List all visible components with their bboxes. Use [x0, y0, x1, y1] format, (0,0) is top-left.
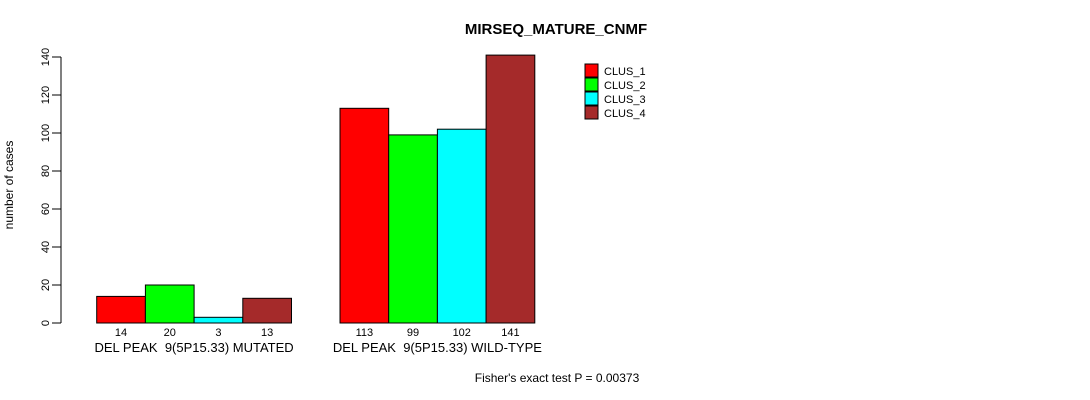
legend-swatch-clus_2 — [584, 77, 599, 92]
y-axis-tick-label: 120 — [40, 86, 52, 104]
bar-clus_1-group1 — [96, 295, 146, 324]
y-axis-tick-label: 0 — [40, 320, 52, 326]
bar-value-labels: 14 20 3 13 113 99 102 141 — [115, 327, 520, 339]
legend-label-clus_3: CLUS_3 — [604, 94, 646, 106]
y-axis-title: number of cases — [2, 141, 16, 230]
legend: CLUS_1 CLUS_2 CLUS_3 CLUS_4 — [584, 63, 646, 120]
category-label: DEL PEAK 9(5P15.33) WILD-TYPE — [333, 340, 542, 355]
bar-clus_2-group1 — [144, 284, 195, 324]
bar-clus_3-group2 — [436, 128, 487, 324]
legend-swatch-clus_4 — [584, 105, 599, 120]
bar-value-label: 102 — [453, 327, 471, 339]
legend-swatch-clus_3 — [584, 91, 599, 106]
bar-clus_1-group2 — [339, 107, 390, 324]
bar-value-label: 99 — [407, 327, 419, 339]
legend-label-clus_1: CLUS_1 — [604, 66, 646, 78]
y-axis-tick-label: 80 — [40, 165, 52, 177]
bar-clus_3-group1 — [193, 316, 244, 324]
bar-value-label: 141 — [501, 327, 519, 339]
y-axis-tick-label: 60 — [40, 203, 52, 215]
chart-title: MIRSEQ_MATURE_CNMF — [465, 21, 647, 38]
bars-group — [96, 54, 536, 324]
y-axis: 0 20 40 60 80 100 120 140 — [40, 48, 62, 326]
stat-annotation: Fisher's exact test P = 0.00373 — [475, 371, 640, 385]
bar-value-label: 113 — [356, 327, 374, 339]
legend-label-clus_4: CLUS_4 — [604, 108, 646, 120]
category-labels: DEL PEAK 9(5P15.33) MUTATED DEL PEAK 9(5P… — [95, 340, 543, 355]
y-axis-tick-label: 100 — [40, 124, 52, 142]
y-axis-tick-label: 140 — [40, 48, 52, 66]
bar-value-label: 14 — [115, 327, 127, 339]
y-axis-tick-label: 20 — [40, 279, 52, 291]
bar-value-label: 20 — [164, 327, 176, 339]
category-label: DEL PEAK 9(5P15.33) MUTATED — [95, 340, 294, 355]
bar-clus_4-group2 — [485, 54, 536, 324]
y-axis-tick-label: 40 — [40, 241, 52, 253]
bar-clus_2-group2 — [388, 134, 438, 324]
bar-clus_4-group1 — [242, 297, 293, 324]
legend-swatch-clus_1 — [584, 63, 599, 78]
legend-label-clus_2: CLUS_2 — [604, 80, 646, 92]
bar-value-label: 13 — [261, 327, 273, 339]
bar-value-label: 3 — [215, 327, 221, 339]
